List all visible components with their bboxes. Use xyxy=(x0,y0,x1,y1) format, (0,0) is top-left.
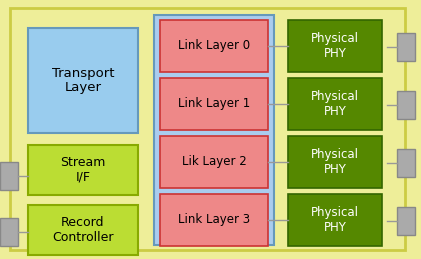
Text: Physical
PHY: Physical PHY xyxy=(311,32,359,60)
Bar xyxy=(397,149,415,177)
Text: Link Layer 3: Link Layer 3 xyxy=(178,213,250,227)
Bar xyxy=(0,218,18,246)
Bar xyxy=(397,91,415,119)
Text: Record
Controller: Record Controller xyxy=(52,216,114,244)
Text: Physical
PHY: Physical PHY xyxy=(311,206,359,234)
Text: Transport
Layer: Transport Layer xyxy=(52,67,114,95)
Text: Link Layer 1: Link Layer 1 xyxy=(178,97,250,111)
Bar xyxy=(397,207,415,235)
Text: Physical
PHY: Physical PHY xyxy=(311,90,359,118)
Bar xyxy=(160,78,268,130)
Bar xyxy=(154,15,274,245)
Bar xyxy=(160,136,268,188)
Bar xyxy=(288,78,382,130)
Bar xyxy=(28,205,138,255)
Bar xyxy=(28,145,138,195)
Bar xyxy=(28,28,138,133)
Text: Physical
PHY: Physical PHY xyxy=(311,148,359,176)
Text: Stream
I/F: Stream I/F xyxy=(60,156,106,184)
Bar xyxy=(288,20,382,72)
Bar xyxy=(288,194,382,246)
Text: Link Layer 0: Link Layer 0 xyxy=(178,40,250,53)
Bar xyxy=(397,33,415,61)
Text: Lik Layer 2: Lik Layer 2 xyxy=(181,155,246,169)
Bar xyxy=(0,162,18,190)
Bar xyxy=(160,20,268,72)
Bar xyxy=(288,136,382,188)
Bar xyxy=(160,194,268,246)
